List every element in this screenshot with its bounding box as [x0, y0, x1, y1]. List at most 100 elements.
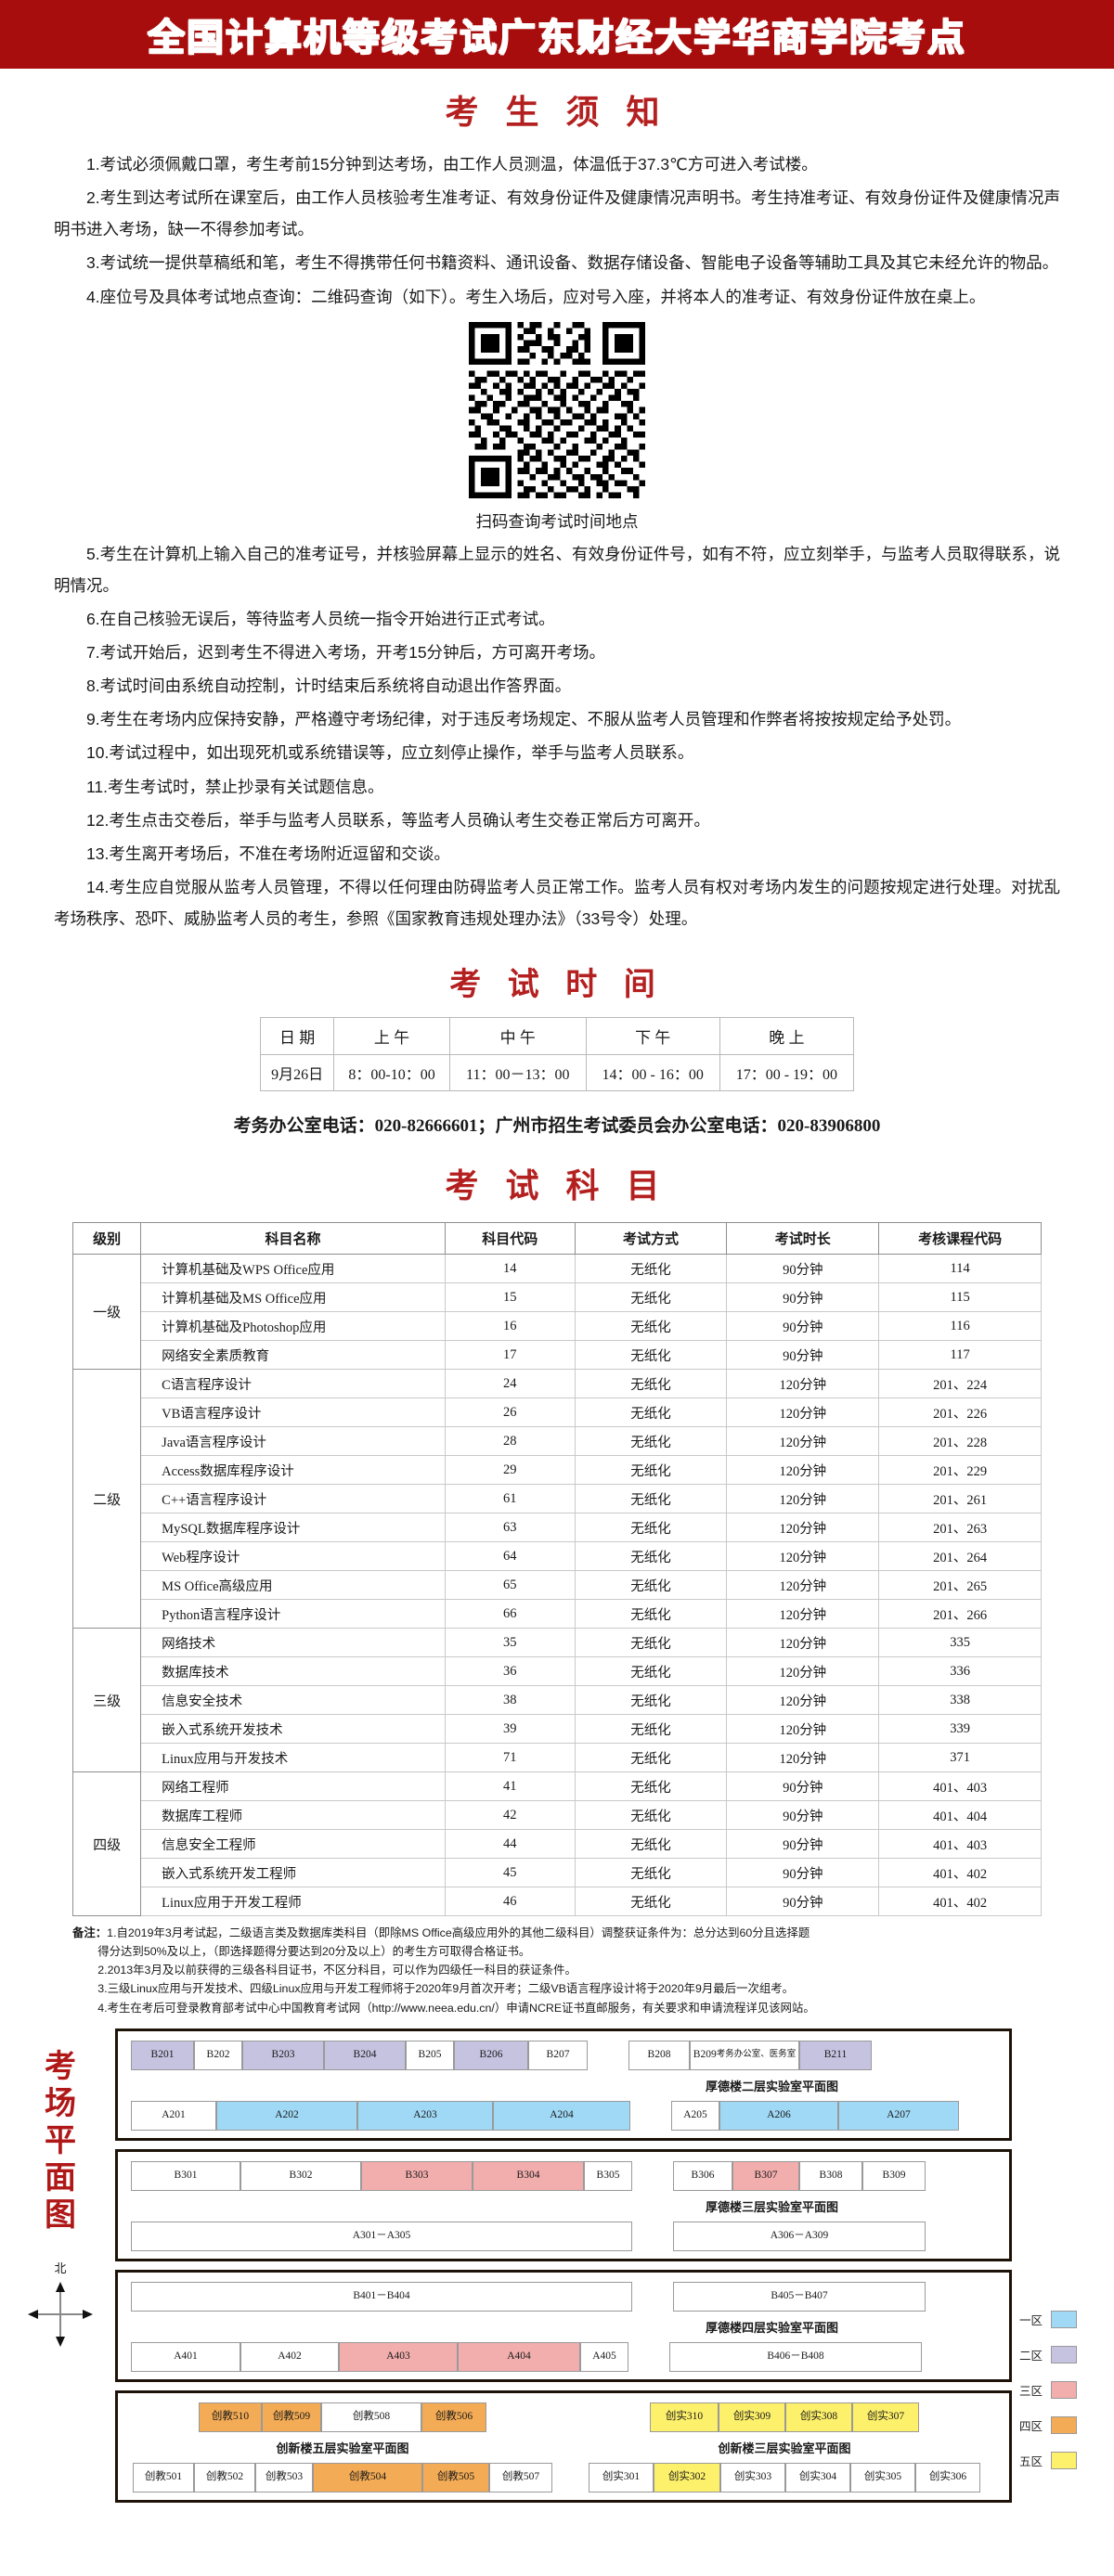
- room-cell: 创实307: [852, 2402, 919, 2432]
- floor-caption: 厚德楼三层实验室平面图: [705, 2199, 838, 2214]
- subject-cell: 120分钟: [726, 1628, 880, 1658]
- subject-cell: 120分钟: [726, 1369, 880, 1399]
- room-cell: A204: [493, 2100, 630, 2131]
- room-cell: 创实303: [720, 2462, 785, 2492]
- corridor-gap: [632, 2161, 673, 2191]
- subject-name-cell: 嵌入式系统开发工程师: [140, 1858, 446, 1888]
- room-cell: B304: [473, 2160, 584, 2191]
- room-cell: A306－A309: [673, 2221, 926, 2251]
- legend-swatch: [1051, 2380, 1077, 2399]
- subjects-section: 级别 科目名称 科目代码 考试方式 考试时长 考核课程代码 一级 计算机基础及WP…: [0, 1222, 1114, 1917]
- room-cell: B307: [732, 2160, 799, 2191]
- room-cell: A207: [838, 2100, 959, 2131]
- room-cell: B211: [799, 2040, 872, 2070]
- room-row: 创教510 创教509 创教508 创教506: [131, 2402, 554, 2432]
- room-group: B406－B408: [669, 2341, 922, 2372]
- subject-cell: 401、402: [878, 1887, 1042, 1917]
- table-row: 计算机基础及MS Office应用 15 无纸化 90分钟 115: [73, 1282, 1042, 1313]
- room-cell: B302: [240, 2160, 361, 2191]
- remarks-section: 备注： 1.自2019年3月考试起，二级语言类及数据库类科目（即除MS Offi…: [0, 1916, 1114, 2016]
- room-cell: B308: [799, 2160, 862, 2191]
- legend-label: 四区: [1019, 2419, 1043, 2433]
- room-row: 创实301 创实302 创实303 创实304 创实305 创实306: [573, 2462, 996, 2492]
- room-cell: B301: [131, 2160, 240, 2191]
- notice-item: 5.考生在计算机上输入自己的准考证号，并核验屏幕上显示的姓名、有效身份证件号，如…: [54, 544, 1060, 595]
- floor-diagram: B301 B302 B303 B304 B305 B306 B307 B308 B309 厚德楼三…: [115, 2148, 1012, 2261]
- room-cell: 创教504: [313, 2462, 422, 2492]
- subject-cell: 114: [878, 1254, 1042, 1284]
- floor-diagram-innovation: 创教510 创教509 创教508 创教506 创新楼五层实验室平面图 创教501 创教50…: [115, 2389, 1012, 2503]
- floorplan-legend: 一区 二区 三区 四区 五区: [1012, 2029, 1108, 2511]
- subject-cell: 201、224: [878, 1369, 1042, 1399]
- legend-label: 三区: [1019, 2384, 1043, 2398]
- subject-cell: 36: [444, 1656, 576, 1687]
- subject-name-cell: 数据库技术: [140, 1656, 446, 1687]
- room-cell: 创实308: [785, 2402, 852, 2432]
- subj-col-header: 考试时长: [726, 1222, 880, 1256]
- room-cell: 创实306: [915, 2462, 980, 2492]
- subject-cell: 无纸化: [574, 1484, 728, 1514]
- floor-row: A201 A202 A203 A204 A205 A206 A207: [131, 2100, 996, 2131]
- subject-name-cell: 网络工程师: [140, 1771, 446, 1802]
- remark-text: 1.自2019年3月考试起，二级语言类及数据库类科目（即除MS Office高级…: [107, 1926, 810, 1940]
- subject-cell: 120分钟: [726, 1455, 880, 1486]
- subject-cell: 无纸化: [574, 1887, 728, 1917]
- table-row: Access数据库程序设计 29 无纸化 120分钟 201、229: [73, 1455, 1042, 1486]
- legend-label: 二区: [1019, 2349, 1043, 2363]
- subject-cell: 无纸化: [574, 1282, 728, 1313]
- subject-cell: 201、226: [878, 1397, 1042, 1428]
- table-row: VB语言程序设计 26 无纸化 120分钟 201、226: [73, 1397, 1042, 1428]
- subject-name-cell: 网络安全素质教育: [140, 1340, 446, 1371]
- table-row: 日 期 上 午 中 午 下 午 晚 上: [259, 1017, 855, 1056]
- room-cell: B209 考务办公室、医务室: [690, 2040, 799, 2070]
- subject-name-cell: 网络技术: [140, 1628, 446, 1658]
- subject-cell: 63: [444, 1513, 576, 1543]
- subject-cell: 46: [444, 1887, 576, 1917]
- room-cell: B303: [361, 2160, 473, 2191]
- room-cell: B208: [628, 2040, 690, 2070]
- subject-cell: 65: [444, 1570, 576, 1601]
- floorplan-left-rail: 考 场 平 面 图 北: [6, 2029, 115, 2511]
- subject-cell: 120分钟: [726, 1397, 880, 1428]
- subject-cell: 201、229: [878, 1455, 1042, 1486]
- subject-name-cell: Java语言程序设计: [140, 1426, 446, 1457]
- remark-text: 得分达到50%及以上，（即选择题得分要达到20分及以上）的考生方可取得合格证书。: [97, 1945, 531, 1959]
- room-group: B208 B209 考务办公室、医务室 B211: [628, 2040, 872, 2070]
- room-group: 创实301 创实302 创实303 创实304 创实305 创实306: [589, 2462, 980, 2492]
- banner-title: 全国计算机等级考试广东财经大学华商学院考点: [148, 18, 966, 58]
- compass: 北: [24, 2259, 97, 2351]
- subject-cell: 339: [878, 1714, 1042, 1745]
- corridor-gap: [588, 2041, 628, 2070]
- subject-cell: 201、261: [878, 1484, 1042, 1514]
- subject-cell: 16: [444, 1311, 576, 1342]
- subject-cell: 117: [878, 1340, 1042, 1371]
- room-group: A205 A206 A207: [671, 2100, 959, 2131]
- innovation-building-rows: 创教510 创教509 创教508 创教506 创新楼五层实验室平面图 创教501 创教50…: [131, 2402, 996, 2492]
- qr-code-icon: [469, 321, 645, 498]
- room-group: 创教501 创教502 创教503 创教504 创教505 创教507: [133, 2462, 552, 2492]
- floor-diagram: B201 B202 B203 B204 B205 B206 B207 B208 B209 考务办公…: [115, 2028, 1012, 2141]
- table-row: 一级 计算机基础及WPS Office应用 14 无纸化 90分钟 114: [71, 1254, 1042, 1371]
- subject-cell: 338: [878, 1685, 1042, 1716]
- notice-item: 14.考生应自觉服从监考人员管理，不得以任何理由防碍监考人员正常工作。监考人员有…: [54, 877, 1060, 928]
- subject-cell: 401、404: [878, 1800, 1042, 1831]
- room-cell: 创教502: [194, 2462, 255, 2492]
- innovation-half: 创教510 创教509 创教508 创教506 创新楼五层实验室平面图 创教501 创教50…: [131, 2402, 563, 2492]
- room-cell: B203: [242, 2040, 324, 2070]
- table-row: Linux应用于开发工程师 46 无纸化 90分钟 401、402: [73, 1887, 1042, 1917]
- qr-section: 扫码查询考试时间地点: [0, 321, 1114, 533]
- legend-item: 三区: [1019, 2380, 1108, 2399]
- remark-text: 2.2013年3月及以前获得的三级各科目证书，不区分科目，可以作为四级任一科目的…: [97, 1964, 576, 1977]
- subjects-table: 级别 科目名称 科目代码 考试方式 考试时长 考核课程代码 一级 计算机基础及WP…: [71, 1222, 1042, 1917]
- floor-row: B301 B302 B303 B304 B305 B306 B307 B308 B309: [131, 2160, 996, 2191]
- table-row: 信息安全工程师 44 无纸化 90分钟 401、403: [73, 1829, 1042, 1860]
- corridor-gap: [628, 2342, 669, 2372]
- subject-cell: 201、264: [878, 1541, 1042, 1572]
- subject-level-cell: 一级: [71, 1254, 142, 1371]
- subject-cell: 90分钟: [726, 1800, 880, 1831]
- room-group: B401－B404: [131, 2281, 632, 2312]
- floorplan-title-char: 图: [45, 2198, 76, 2234]
- table-row: 二级 C语言程序设计 24 无纸化 120分钟 201、224: [71, 1369, 1042, 1629]
- subject-cell: 无纸化: [574, 1656, 728, 1687]
- subject-cell: 无纸化: [574, 1599, 728, 1629]
